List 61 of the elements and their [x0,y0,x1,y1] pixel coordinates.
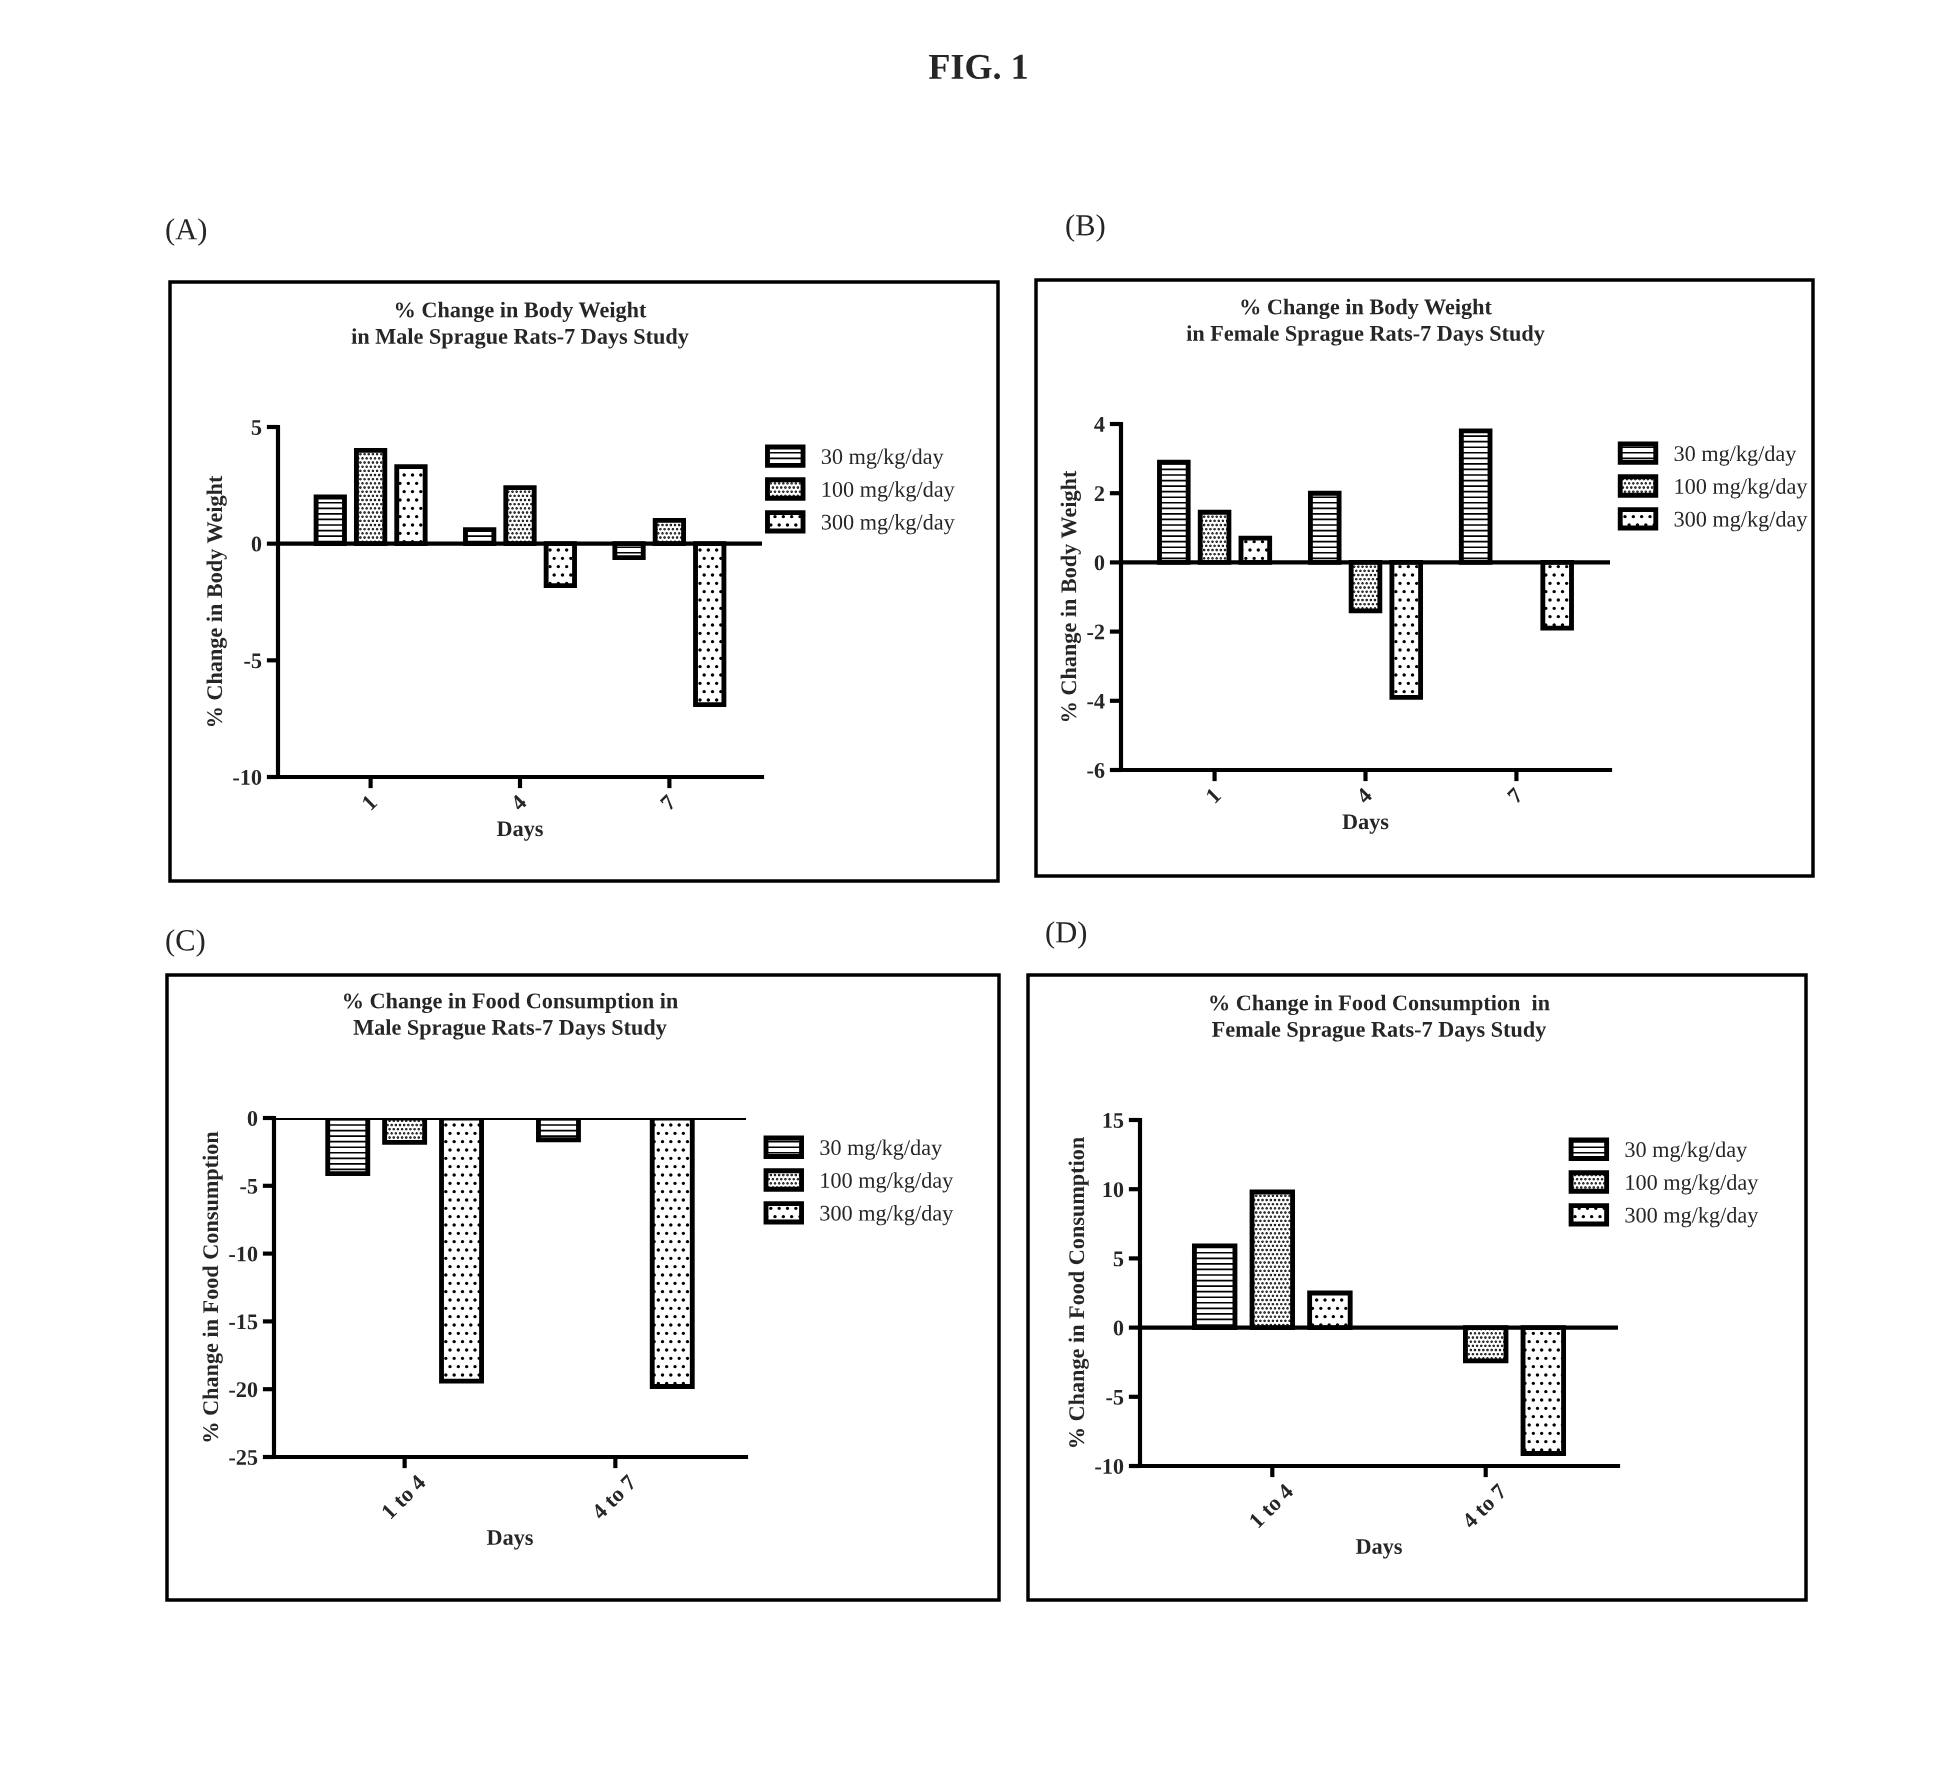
legend-label: 300 mg/kg/day [1674,511,1808,532]
legend-label: 30 mg/kg/day [1625,1141,1748,1162]
y-tick-label: 15 [1103,1113,1124,1128]
text: (B) [1066,214,1105,242]
text: (D) [1046,921,1087,949]
y-tick-label: 0 [1094,555,1105,571]
y-axis-title: % Change in Food Consumption [1068,1137,1089,1447]
y-tick-label: -20 [229,1382,258,1398]
x-tick-label: 4 to 7 [1461,1482,1508,1530]
y-tick-label: -10 [233,769,262,785]
x-tick-label: 1 [1205,787,1222,804]
chart-title: % Change in Body Weight in Male Sprague Rats-7 Days Study [351,301,689,349]
y-axis-title: % Change in Food Consumption [202,1131,223,1442]
y-axis-title: % Change in Body Weight [1060,470,1081,722]
legend-label: 100 mg/kg/day [822,481,955,502]
text: (A) [166,218,207,246]
legend-label: 300 mg/kg/day [820,1205,954,1226]
legend-label: 30 mg/kg/day [820,1139,943,1160]
y-tick-label: -15 [229,1314,258,1330]
y-tick-label: -2 [1087,624,1105,640]
legend-label: 300 mg/kg/day [821,514,955,535]
legend-label: 100 mg/kg/day [1626,1174,1759,1195]
y-axis-title: % Change in Body Weight [206,475,227,727]
y-tick-label: -6 [1087,762,1105,778]
x-axis-title: Days [1355,1539,1402,1559]
y-tick-label: -5 [240,1178,258,1194]
chart-title: % Change in Body Weight in Female Sprague Rats-7 Days Study [1186,298,1545,346]
x-axis-title: Days [1342,814,1389,834]
legend-label: 100 mg/kg/day [821,1172,954,1193]
legend-label: 300 mg/kg/day [1625,1207,1759,1228]
caption: FIG. 1 [928,54,1027,80]
legend-label: 30 mg/kg/day [1674,445,1797,466]
chart-title: % Change in Food Consumption in Female Sprague Rats-7 Days Study [1210,994,1550,1042]
y-tick-label: -5 [244,653,262,669]
x-tick-label: 1 to 4 [1248,1482,1295,1529]
y-tick-label: 5 [1113,1251,1124,1267]
y-tick-label: -4 [1087,693,1105,709]
y-tick-label: -10 [229,1246,258,1262]
x-tick-label: 1 [361,794,378,811]
x-tick-label: 4 to 7 [590,1473,638,1521]
x-axis-title: Days [496,821,543,841]
y-tick-label: -25 [229,1449,258,1465]
x-tick-label: 1 to 4 [380,1473,427,1520]
y-tick-label: 0 [1113,1320,1124,1336]
x-tick-label: 7 [1506,786,1524,804]
y-tick-label: 2 [1094,486,1105,501]
x-tick-label: 7 [659,793,677,811]
x-tick-label: 4 [1355,786,1373,805]
x-tick-label: 4 [509,793,528,812]
y-tick-label: 0 [251,536,262,552]
y-tick-label: 5 [251,420,262,435]
y-tick-label: 0 [247,1110,258,1126]
x-axis-title: Days [486,1530,533,1550]
text: (C) [166,929,205,957]
y-tick-label: -5 [1106,1389,1124,1405]
legend-label: 30 mg/kg/day [821,448,944,469]
chart-title: % Change in Food Consumption in Male Sprague Rats-7 Days Study [344,992,678,1040]
y-tick-label: -10 [1095,1458,1124,1474]
y-tick-label: 4 [1094,417,1105,432]
legend-label: 100 mg/kg/day [1675,478,1808,499]
y-tick-label: 10 [1103,1182,1124,1198]
